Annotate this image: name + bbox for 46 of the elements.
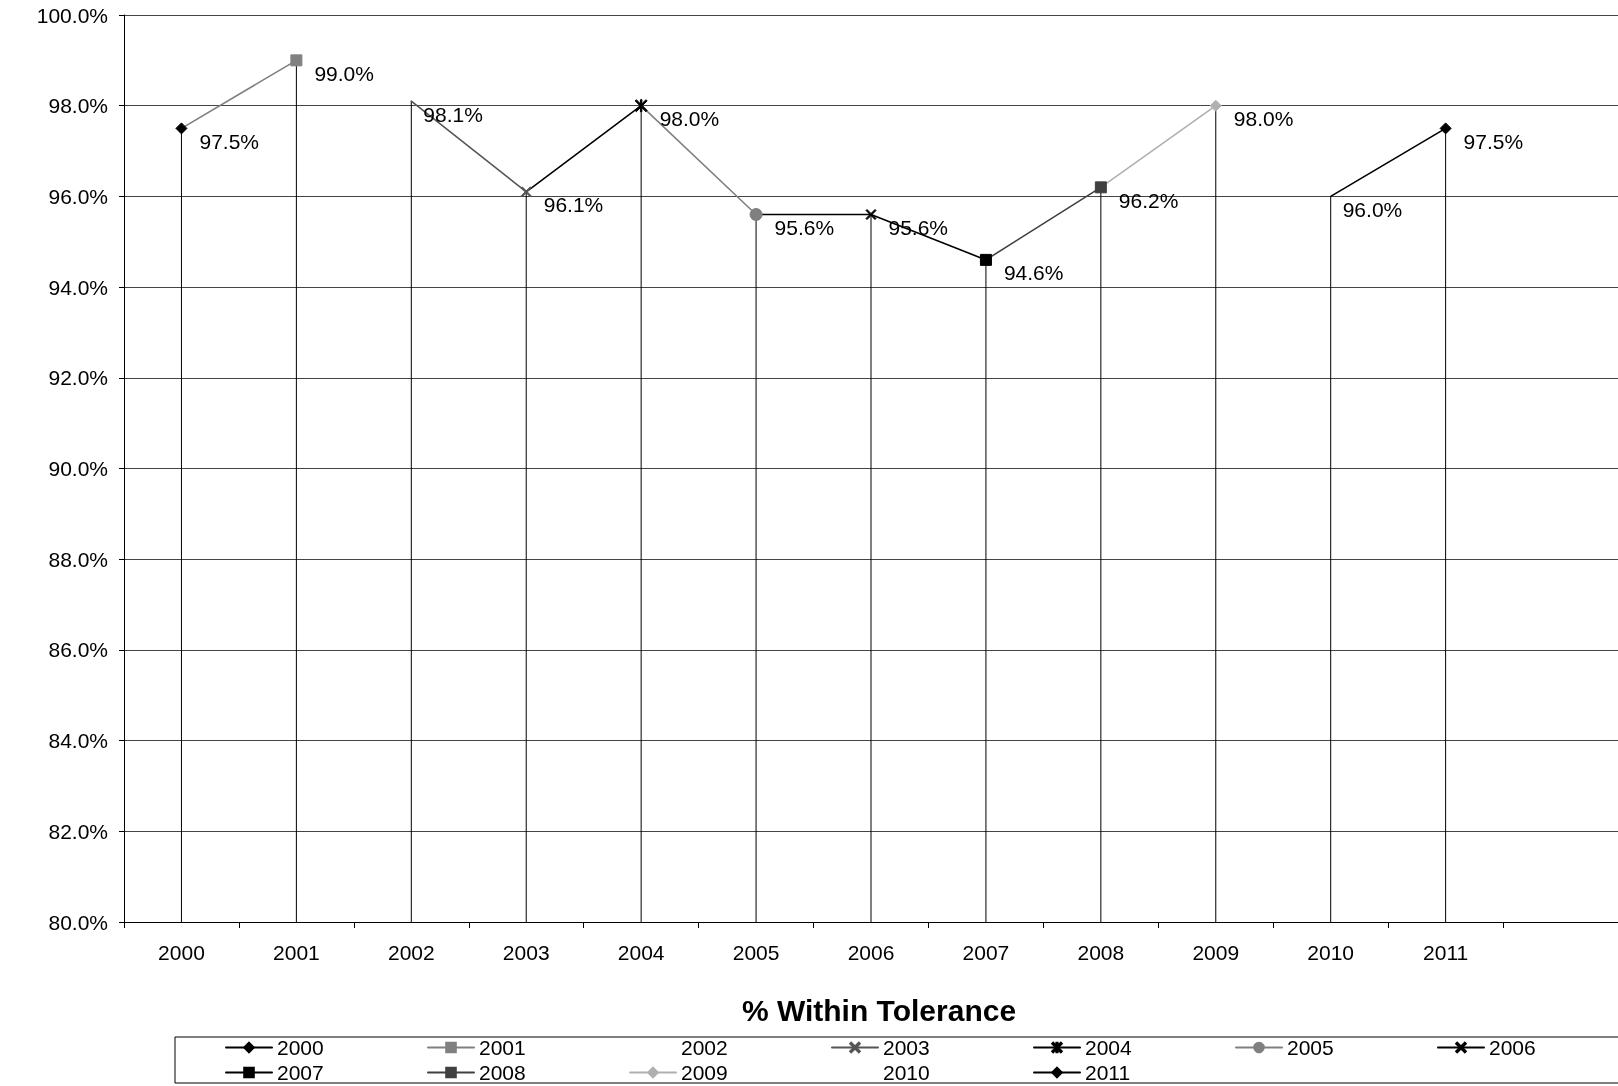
data-label: 96.1%: [543, 193, 604, 217]
data-label: 98.0%: [1233, 107, 1294, 131]
data-label: 97.5%: [1463, 129, 1524, 153]
x-tick-label: 2011: [1423, 941, 1469, 964]
x-tick-label: 2009: [1192, 941, 1240, 964]
data-label: 98.1%: [423, 102, 483, 126]
x-tick-label: 2000: [158, 941, 205, 964]
x-tick-label: 2003: [502, 941, 550, 964]
data-label: 97.5%: [199, 129, 260, 153]
legend-label: 2011: [1085, 1061, 1131, 1084]
legend-label: 2000: [277, 1036, 324, 1059]
x-tick-label: 2005: [732, 941, 780, 964]
y-tick-label: 96.0%: [48, 184, 108, 208]
data-label: 99.0%: [314, 61, 374, 85]
legend-label: 2004: [1085, 1036, 1133, 1059]
data-label: 95.6%: [774, 216, 835, 240]
legend-label: 2003: [883, 1036, 930, 1059]
x-tick-label: 2004: [617, 941, 665, 964]
x-tick-label: 2001: [273, 941, 320, 964]
y-tick-label: 86.0%: [48, 638, 108, 662]
y-tick-label: 98.0%: [48, 94, 108, 118]
y-tick-label: 100.0%: [36, 3, 108, 27]
x-tick-label: 2010: [1307, 941, 1355, 964]
text: 2010: [883, 1061, 930, 1084]
y-tick-label: 80.0%: [48, 910, 108, 934]
legend-label: 2007: [277, 1061, 324, 1084]
data-label: 98.0%: [659, 107, 720, 131]
x-tick-label: 2007: [962, 941, 1010, 964]
x-tick-label: 2002: [387, 941, 435, 964]
data-label: 94.6%: [1003, 261, 1064, 285]
y-tick-label: 84.0%: [48, 729, 108, 753]
x-tick-label: 2008: [1077, 941, 1125, 964]
legend-label: 2006: [1489, 1036, 1536, 1059]
y-tick-label: 90.0%: [48, 457, 108, 480]
y-tick-label: 92.0%: [48, 366, 108, 390]
y-tick-label: 94.0%: [48, 275, 108, 299]
y-tick-label: 88.0%: [48, 547, 108, 571]
data-label: 96.0%: [1342, 197, 1403, 221]
legend-label: 2008: [479, 1061, 526, 1084]
text: 2002: [681, 1036, 728, 1059]
legend-label: 2009: [681, 1061, 728, 1084]
y-tick-label: 82.0%: [48, 819, 108, 843]
legend-label: 2001: [479, 1036, 526, 1059]
text: % Within Tolerance: [741, 993, 1017, 1027]
x-tick-label: 2006: [847, 941, 895, 964]
legend-label: 2005: [1287, 1036, 1334, 1059]
